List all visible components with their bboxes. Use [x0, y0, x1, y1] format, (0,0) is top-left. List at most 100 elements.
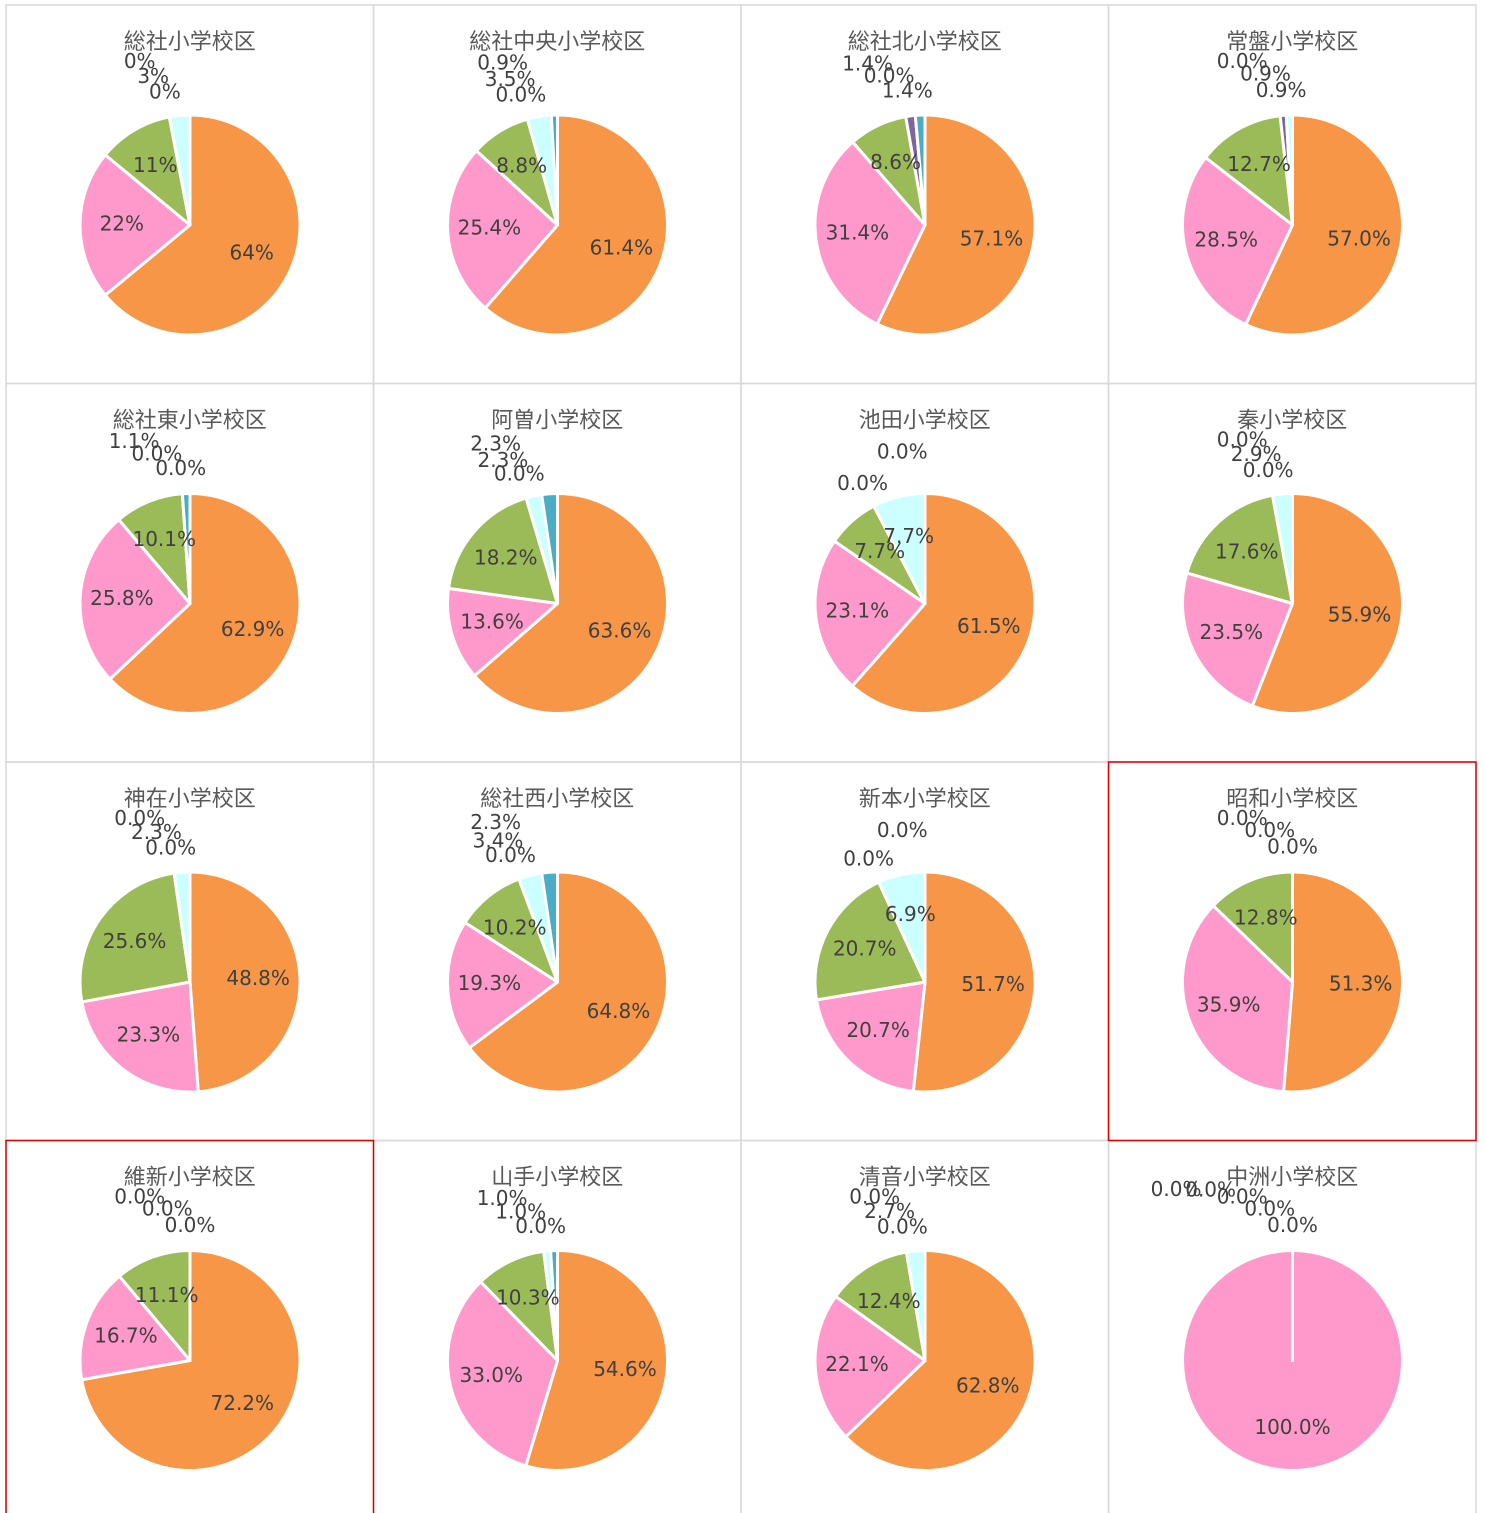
pie-slice	[1204, 114, 1294, 227]
data-label: 19.3%	[458, 971, 522, 995]
pie-slice	[1181, 571, 1294, 708]
chart-title: 秦小学校区	[1237, 409, 1347, 434]
data-label: 0.0%	[1151, 1177, 1202, 1201]
chart-title: 神在小学校区	[124, 787, 256, 812]
pie-slice	[540, 870, 559, 984]
pie-slice	[1181, 904, 1294, 1094]
data-label: 1.4%	[842, 51, 893, 75]
data-label: 11%	[133, 153, 177, 177]
pie-slice	[446, 149, 559, 310]
pie-slice	[913, 113, 927, 227]
pie-slice	[813, 140, 927, 326]
chart-title: 昭和小学校区	[1226, 787, 1358, 812]
data-label: 0.0%	[849, 1184, 900, 1208]
data-label: 10.2%	[483, 915, 547, 939]
data-label: 0.0%	[843, 847, 894, 871]
data-label: 62.8%	[956, 1374, 1020, 1398]
data-label: 2.3%	[470, 810, 521, 834]
chart-title: 池田小学校区	[859, 409, 991, 434]
data-label: 51.7%	[961, 972, 1025, 996]
data-label: 0.0%	[1185, 1178, 1236, 1202]
pie-slice	[813, 539, 927, 688]
pie-slice	[911, 870, 1037, 1094]
data-label: 17.6%	[1215, 539, 1279, 563]
data-label: 0.0%	[1217, 806, 1268, 830]
data-label: 35.9%	[1197, 993, 1261, 1017]
highlight-border	[5, 1139, 375, 1513]
data-label: 0.9%	[477, 50, 528, 74]
pie-slice	[483, 113, 669, 337]
data-label: 0.0%	[114, 806, 165, 830]
data-label: 6.9%	[885, 902, 936, 926]
chart-title: 総社西小学校区	[480, 787, 634, 812]
data-label: 1.0%	[495, 1199, 546, 1223]
chart-title: 常盤小学校区	[1226, 30, 1358, 55]
data-label: 8.6%	[870, 150, 921, 174]
data-label: 16.7%	[94, 1324, 158, 1348]
data-label: 25.6%	[103, 929, 167, 953]
chart-title: 総社北小学校区	[848, 30, 1002, 55]
pie-slice	[1185, 493, 1294, 605]
data-label: 0.0%	[142, 1197, 193, 1221]
data-label: 1.4%	[882, 78, 933, 102]
data-label: 57.1%	[960, 227, 1024, 251]
data-label: 3%	[137, 64, 169, 88]
data-label: 0.0%	[837, 471, 888, 495]
chart-title: 中洲小学校区	[1226, 1166, 1358, 1191]
data-label: 48.8%	[226, 966, 290, 990]
data-label: 0.0%	[495, 82, 546, 106]
data-label: 2.3%	[478, 448, 529, 472]
data-label: 0%	[124, 49, 156, 73]
data-label: 23.3%	[117, 1023, 181, 1047]
pie-slice	[1211, 870, 1294, 984]
chart-title: 清音小学校区	[859, 1166, 991, 1191]
pie-slice	[814, 980, 927, 1093]
data-label: 0%	[149, 80, 181, 104]
data-label: 64.8%	[587, 999, 651, 1023]
data-label: 0.0%	[877, 1215, 928, 1239]
pie-slice	[1250, 492, 1404, 715]
pie-slice	[1282, 870, 1405, 1094]
data-label: 63.6%	[588, 618, 652, 642]
data-label: 20.7%	[833, 937, 897, 961]
chart-title: 山手小学校区	[491, 1166, 623, 1191]
data-label: 2.7%	[864, 1199, 915, 1223]
pie-slice	[549, 1249, 559, 1362]
data-label: 3.5%	[485, 67, 536, 91]
data-label: 1.0%	[477, 1186, 528, 1210]
data-label: 23.1%	[826, 598, 890, 622]
pie-slice	[446, 1280, 559, 1468]
data-label: 0.0%	[1243, 458, 1294, 482]
data-label: 0.0%	[1244, 1197, 1295, 1221]
pie-slice	[524, 1249, 669, 1472]
data-label: 25.4%	[458, 215, 522, 239]
data-label: 0.0%	[1267, 1213, 1318, 1237]
data-label: 22%	[100, 212, 144, 236]
pie-slice	[78, 1274, 192, 1382]
data-label: 0.0%	[1267, 834, 1318, 858]
pie-slice	[467, 870, 669, 1094]
data-label: 0.0%	[155, 456, 206, 480]
data-label: 55.9%	[1328, 603, 1392, 627]
data-label: 0.0%	[1244, 818, 1295, 842]
data-label: 12.8%	[1234, 906, 1298, 930]
data-label: 13.6%	[460, 609, 524, 633]
data-label: 22.1%	[825, 1352, 889, 1376]
data-label: 28.5%	[1194, 227, 1258, 251]
data-label: 0.0%	[877, 440, 928, 464]
data-label: 8.8%	[496, 153, 547, 177]
pie-slice	[446, 920, 559, 1050]
pie-slice	[78, 871, 192, 1004]
data-label: 61.4%	[590, 235, 654, 259]
pie-slice	[875, 113, 1037, 337]
pie-slice	[180, 492, 192, 605]
data-label: 18.2%	[474, 546, 538, 570]
data-label: 2.9%	[1231, 442, 1282, 466]
chart-title: 総社小学校区	[124, 30, 256, 55]
pie-slice	[549, 113, 559, 227]
pie-slice	[447, 496, 559, 605]
chart-title: 阿曽小学校区	[491, 409, 623, 434]
chart-title: 維新小学校区	[124, 1166, 256, 1191]
data-label: 0.0%	[1217, 49, 1268, 73]
data-label: 12.4%	[857, 1289, 921, 1313]
